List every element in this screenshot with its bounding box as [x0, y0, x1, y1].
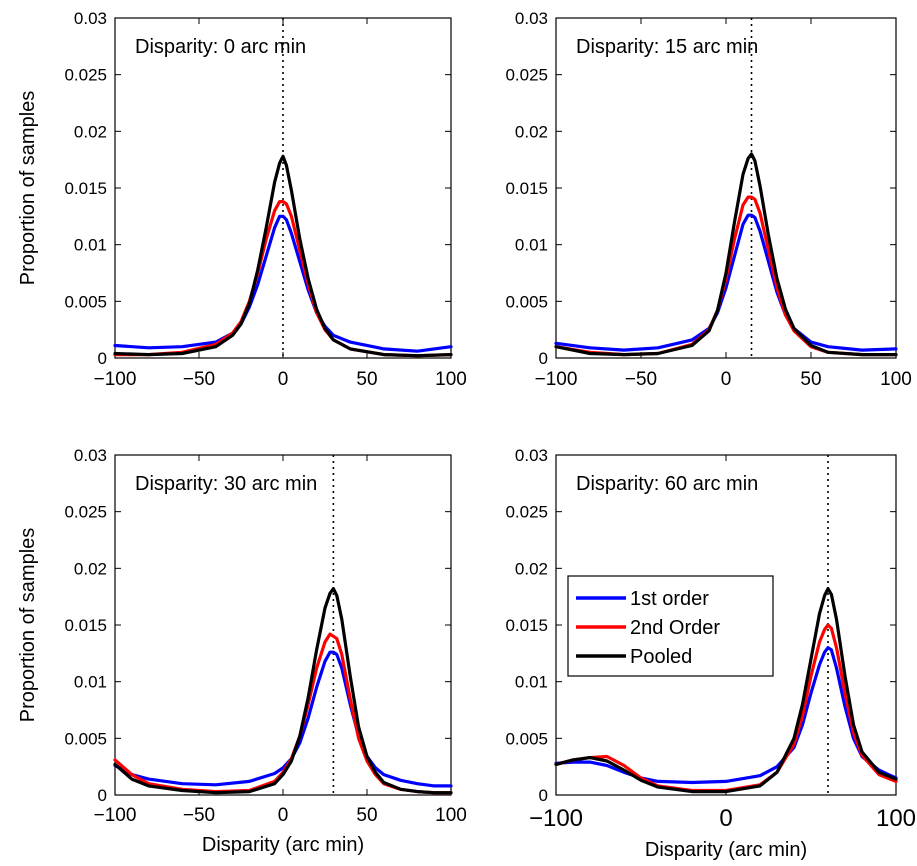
x-tick-label: −100: [529, 805, 583, 832]
panel-1: 0 0.005 0.01 0.015 0.02 0.025 0.03 −100 −50 0 50 10…: [17, 9, 467, 390]
panel-title: Disparity: 60 arc min: [576, 473, 758, 495]
y-tick-label: 0.025: [505, 503, 548, 522]
x-tick-label: −100: [94, 805, 137, 826]
x-axis-label: Disparity (arc min): [202, 834, 364, 856]
axes-frame: [555, 17, 897, 359]
y-tick-label: 0.025: [64, 503, 107, 522]
x-axis-label: Disparity (arc min): [645, 839, 807, 861]
legend-label: 1st order: [630, 588, 709, 610]
x-tick-label: 100: [876, 805, 916, 832]
y-tick-label: 0.02: [74, 122, 107, 141]
y-tick-label: 0.005: [505, 729, 548, 748]
y-tick-label: 0.03: [74, 446, 107, 465]
x-tick-label: 0: [278, 805, 289, 826]
x-tick-label: 100: [435, 369, 467, 390]
y-tick-label: 0.03: [74, 9, 107, 28]
y-tick-label: 0.01: [515, 673, 548, 692]
y-tick-label: 0.02: [74, 559, 107, 578]
y-tick-label: 0.02: [515, 559, 548, 578]
legend-label: Pooled: [630, 646, 692, 668]
x-tick-label: 0: [719, 805, 732, 832]
y-tick-label: 0.03: [515, 9, 548, 28]
y-tick-label: 0.015: [505, 179, 548, 198]
x-tick-label: −50: [183, 369, 215, 390]
y-tick-label: 0.03: [515, 446, 548, 465]
y-tick-label: 0.005: [64, 292, 107, 311]
y-tick-label: 0.02: [515, 122, 548, 141]
y-tick-label: 0.005: [64, 729, 107, 748]
y-axis-label: Proportion of samples: [17, 91, 39, 286]
x-tick-label: 50: [356, 369, 377, 390]
x-tick-label: 0: [721, 369, 732, 390]
series-line-1st-order: [113, 650, 453, 788]
axes-frame: [114, 454, 452, 796]
y-tick-label: 0: [98, 349, 107, 368]
y-tick-label: 0: [539, 349, 548, 368]
y-tick-label: 0.025: [64, 66, 107, 85]
y-tick-label: 0.015: [64, 616, 107, 635]
panel-2: 0 0.005 0.01 0.015 0.02 0.025 0.03 −100 −50 0 50 10…: [505, 9, 911, 390]
panel-title: Disparity: 0 arc min: [135, 36, 306, 58]
panel-title: Disparity: 15 arc min: [576, 36, 758, 58]
y-tick-label: 0.015: [505, 616, 548, 635]
y-tick-label: 0.005: [505, 292, 548, 311]
x-tick-label: 100: [435, 805, 467, 826]
y-tick-label: 0.01: [74, 236, 107, 255]
x-tick-label: 100: [880, 369, 912, 390]
y-tick-label: 0.01: [515, 236, 548, 255]
x-tick-label: −50: [625, 369, 657, 390]
x-tick-label: −100: [94, 369, 137, 390]
y-tick-label: 0.01: [74, 673, 107, 692]
series-line-pooled: [554, 152, 898, 357]
panel-3: 0 0.005 0.01 0.015 0.02 0.025 0.03 −100 −50 0 50 10…: [17, 446, 467, 856]
y-tick-label: 0: [539, 786, 548, 805]
panel-title: Disparity: 30 arc min: [135, 473, 317, 495]
y-axis-label: Proportion of samples: [17, 528, 39, 723]
x-tick-label: 0: [278, 369, 289, 390]
y-tick-label: 0: [98, 786, 107, 805]
y-tick-label: 0.015: [64, 179, 107, 198]
x-tick-label: −50: [183, 805, 215, 826]
legend-label: 2nd Order: [630, 617, 720, 639]
series-line-pooled: [554, 587, 898, 794]
series-line-pooled: [113, 154, 453, 358]
legend: 1st order 2nd Order Pooled: [567, 575, 774, 677]
series-line-pooled: [113, 587, 453, 795]
y-tick-label: 0.025: [505, 66, 548, 85]
series-line-2nd-order: [554, 623, 898, 793]
x-tick-label: 50: [356, 805, 377, 826]
x-tick-label: 50: [800, 369, 821, 390]
series-line-1st-order: [554, 646, 898, 785]
x-tick-label: −100: [535, 369, 578, 390]
